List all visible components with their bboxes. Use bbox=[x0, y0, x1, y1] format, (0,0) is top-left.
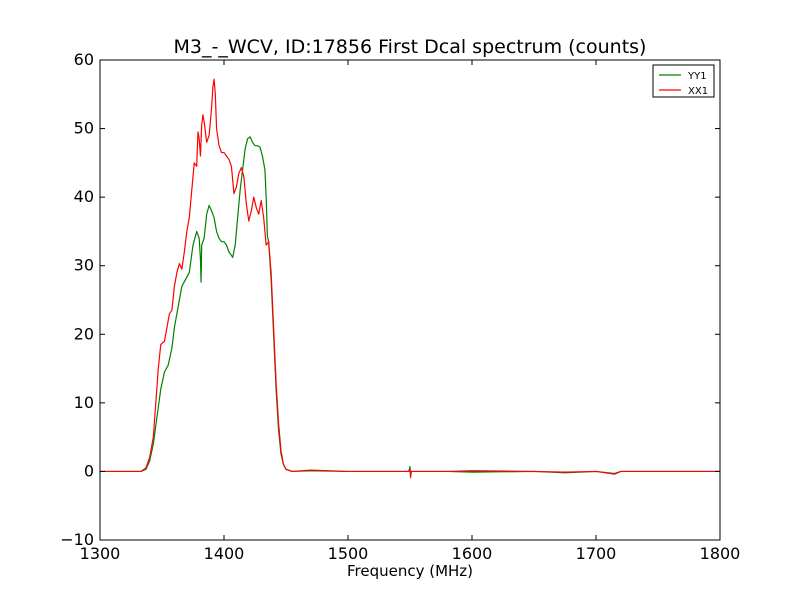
plot-frame bbox=[99, 59, 721, 541]
x-tick-label: 1700 bbox=[576, 544, 617, 563]
y-tick-label: 50 bbox=[74, 119, 94, 138]
x-tick-label: 1400 bbox=[204, 544, 245, 563]
y-tick-label: 0 bbox=[84, 461, 94, 480]
chart-title: M3_-_WCV, ID:17856 First Dcal spectrum (… bbox=[174, 36, 647, 58]
x-axis-label: Frequency (MHz) bbox=[347, 562, 473, 580]
x-tick-label: 1800 bbox=[700, 544, 741, 563]
ticks-layer: 1300 1400 1500 1600 1700 1800 −10 0 10 20 30 40 50 60 bbox=[60, 50, 740, 563]
x-tick-label: 1600 bbox=[452, 544, 493, 563]
series-layer bbox=[100, 78, 720, 479]
y-tick-label: 20 bbox=[74, 324, 94, 343]
series-line-xx1 bbox=[100, 78, 720, 479]
y-tick-label: 40 bbox=[74, 187, 94, 206]
y-tick-label: 60 bbox=[74, 50, 94, 69]
legend-label-xx1: XX1 bbox=[688, 86, 708, 97]
plot-area bbox=[100, 60, 720, 540]
legend-label-yy1: YY1 bbox=[687, 71, 707, 82]
x-tick-label: 1300 bbox=[80, 544, 121, 563]
legend-box bbox=[652, 64, 715, 98]
y-tick-label: 10 bbox=[74, 393, 94, 412]
y-tick-label: −10 bbox=[60, 530, 94, 549]
x-tick-label: 1500 bbox=[328, 544, 369, 563]
y-tick-label: 30 bbox=[74, 256, 94, 275]
